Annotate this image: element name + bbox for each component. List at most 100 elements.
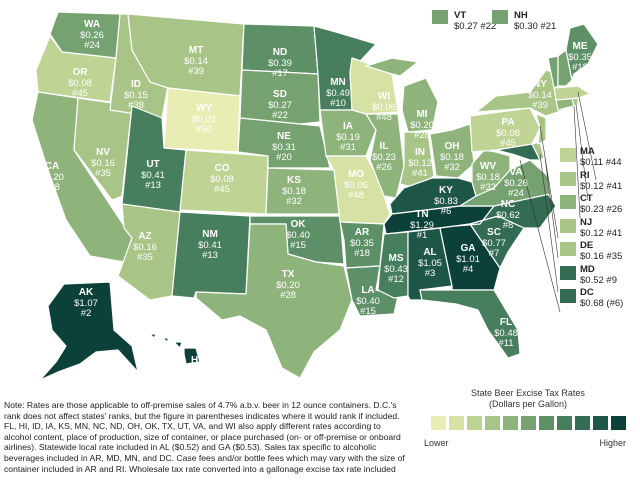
state-rank: #38 [128, 100, 144, 111]
swatch-DE [560, 242, 576, 256]
state-abbr: NC [500, 199, 516, 210]
state-label-MI: MI $0.20 #28 [410, 109, 434, 142]
state-label-SD: SD $0.27 #22 [268, 89, 292, 122]
state-NJ[interactable] [535, 113, 547, 145]
swatch-CT [560, 195, 576, 209]
state-MI[interactable] [365, 57, 439, 133]
state-abbr: TN [415, 209, 429, 220]
state-rank: #26 [376, 162, 392, 173]
state-abbr: SC [487, 227, 501, 238]
state-rate: $0.15 [124, 89, 148, 101]
callout-DC: DC $0.68 (#6) [580, 287, 623, 309]
state-abbr: WA [83, 19, 101, 30]
state-rate: $0.06 [372, 101, 396, 113]
state-abbr: KY [439, 185, 453, 196]
callout-RI: RI $0.12 #41 [580, 170, 622, 192]
state-label-LA: LA $0.40 #15 [356, 285, 380, 318]
legend-color-scale [420, 416, 636, 430]
callout-abbr: VT [454, 10, 467, 21]
swatch-DC [560, 289, 576, 303]
state-rank: #6 [440, 206, 452, 217]
state-rate: $0.08 [210, 173, 234, 185]
state-OR[interactable] [35, 35, 117, 103]
state-HI[interactable] [149, 333, 201, 365]
state-rate: $0.40 [356, 295, 380, 307]
state-abbr: MI [416, 109, 428, 120]
state-rank: #3 [424, 268, 436, 279]
state-label-AK: AK $1.07 #2 [74, 287, 98, 320]
callout-value: $0.11 #44 [580, 157, 622, 168]
state-rate: $0.43 [384, 263, 408, 275]
state-rate: $0.20 [410, 119, 434, 131]
state-label-CO: CO $0.08 #45 [210, 163, 234, 196]
state-rank: #41 [412, 168, 428, 179]
callout-abbr: MA [580, 146, 595, 157]
state-rank: #13 [145, 180, 161, 191]
state-rank: #35 [95, 168, 111, 179]
legend-swatch [556, 416, 572, 430]
state-rank: #39 [532, 100, 548, 111]
callout-value: $0.12 #41 [580, 227, 623, 239]
state-abbr: WV [479, 161, 497, 172]
state-NH[interactable] [557, 49, 573, 87]
state-abbr: MO [347, 169, 365, 180]
swatch-MD [560, 265, 576, 280]
state-DE[interactable] [531, 141, 545, 161]
callout-value: $0.68 (#6) [580, 298, 624, 309]
legend-swatch [484, 416, 500, 430]
state-abbr: AZ [138, 231, 152, 242]
state-label-MT: MT $0.14 #39 [184, 45, 208, 78]
state-abbr: WY [195, 103, 213, 114]
state-rank: #45 [214, 184, 230, 195]
callout-NJ: NJ $0.12 #41 [580, 217, 622, 239]
state-abbr: UT [146, 159, 160, 170]
state-label-OH: OH $0.18 #32 [440, 141, 464, 174]
state-label-WY: WY $0.02 #50 [192, 103, 216, 136]
leader-line [519, 91, 597, 313]
state-label-NV: NV $0.16 #35 [91, 147, 115, 180]
legend-title-line2: (Dollars per Gallon) [488, 399, 568, 409]
state-rank: #35 [137, 252, 153, 263]
state-abbr: GA [460, 243, 476, 254]
state-rank: #24 [508, 188, 524, 199]
state-abbr: OH [444, 141, 460, 152]
state-abbr: ND [272, 47, 288, 58]
state-MA[interactable] [553, 85, 591, 101]
state-rate: $0.14 [528, 89, 552, 101]
state-abbr: IN [415, 147, 425, 158]
state-rank: #32 [444, 162, 460, 173]
state-label-NE: NE $0.31 #20 [272, 131, 296, 164]
callout-abbr: NH [514, 10, 528, 21]
state-abbr: ID [131, 79, 141, 90]
state-AK[interactable] [39, 281, 139, 381]
state-abbr: MS [388, 253, 404, 264]
state-label-NM: NM $0.41 #13 [198, 229, 222, 262]
state-label-UT: UT $0.41 #13 [141, 159, 165, 192]
legend-swatch [466, 416, 482, 430]
state-MO[interactable] [325, 155, 391, 225]
state-rate: $0.18 [476, 171, 500, 183]
callout-MD: MD $0.52 #9 [580, 264, 617, 286]
state-SD[interactable] [239, 69, 321, 125]
state-IL[interactable] [365, 113, 405, 199]
swatch-RI [560, 171, 576, 186]
state-label-WV: WV $0.18 #32 [476, 161, 500, 194]
state-rank: #7 [488, 248, 500, 259]
state-abbr: PA [501, 117, 515, 128]
state-rank: #22 [272, 110, 288, 121]
callout-abbr: DC [580, 287, 594, 298]
state-ME[interactable] [565, 23, 599, 81]
legend-title: State Beer Excise Tax Rates (Dollars per… [420, 388, 636, 410]
state-label-NC: NC $0.62 #8 [496, 199, 520, 232]
state-rate: $0.41 [198, 239, 222, 251]
state-rate: $1.01 [456, 253, 480, 265]
callout-abbr: MD [580, 263, 595, 275]
state-label-AZ: AZ $0.16 #35 [133, 231, 157, 264]
state-NE[interactable] [237, 117, 331, 169]
state-abbr: KS [287, 175, 301, 186]
state-rank: #31 [340, 142, 356, 153]
state-TX[interactable] [195, 223, 353, 379]
state-abbr: VA [509, 167, 523, 178]
state-FL[interactable] [419, 289, 521, 359]
state-label-KS: KS $0.18 #32 [282, 175, 306, 208]
